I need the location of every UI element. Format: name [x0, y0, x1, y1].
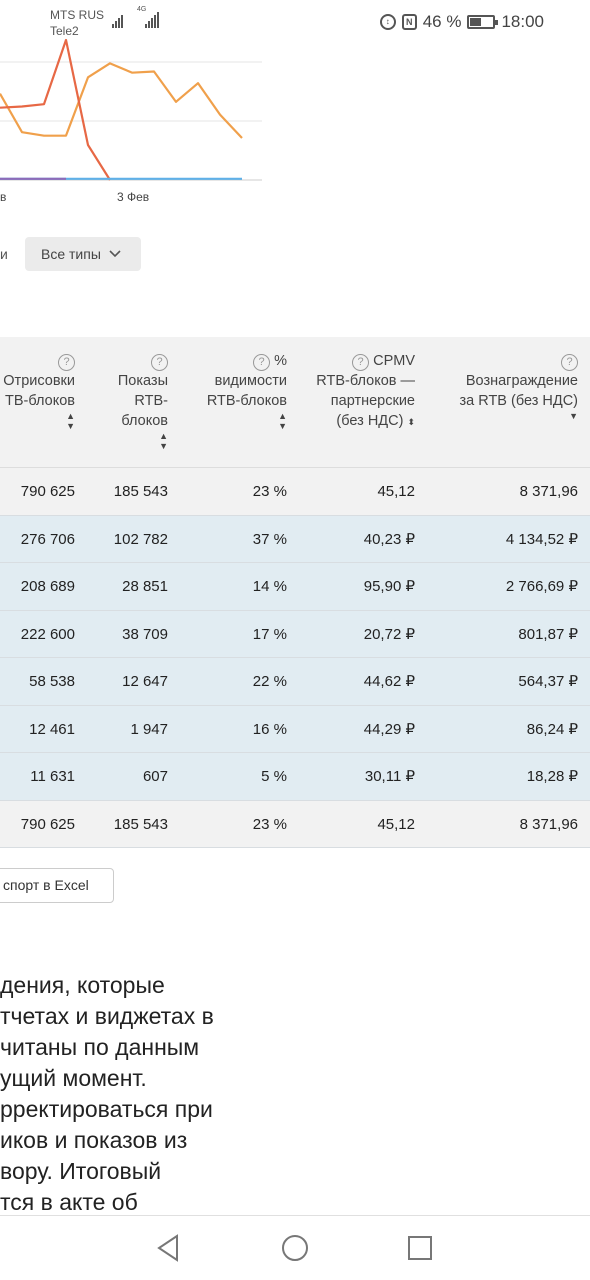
- type-filter-label: Все типы: [41, 246, 101, 262]
- cell: 102 782: [113, 530, 168, 548]
- cell: 95,90 ₽: [363, 578, 415, 595]
- table-row[interactable]: 222 600 38 709 17 % 20,72 ₽ 801,87 ₽: [0, 610, 590, 658]
- status-right: ↕ N 46 % 18:00: [379, 12, 544, 32]
- cell: 222 600: [20, 625, 75, 643]
- signal-4g-icon: 4G: [137, 6, 160, 28]
- help-icon[interactable]: ?: [561, 354, 578, 371]
- cell: 23 %: [252, 483, 287, 500]
- data-saver-icon: ↕: [379, 14, 396, 30]
- type-filter-dropdown[interactable]: Все типы: [25, 237, 141, 271]
- filter-label-partial: и: [0, 246, 8, 262]
- cell: 8 371,96: [519, 815, 578, 833]
- back-icon[interactable]: [155, 1234, 181, 1262]
- system-navbar: [0, 1215, 590, 1280]
- cell: 30,11 ₽: [364, 768, 415, 785]
- cell: 801,87 ₽: [518, 625, 578, 643]
- cell: 607: [142, 768, 168, 785]
- cell: 23 %: [252, 815, 287, 833]
- col-header-visibility[interactable]: ? % видимости RTB-блоков ▲ ▼: [206, 353, 287, 431]
- cell: 38 709: [122, 625, 168, 643]
- cell: 208 689: [20, 578, 75, 595]
- series-line-0: [0, 62, 243, 139]
- cell: 58 538: [29, 673, 75, 690]
- cell: 1 947: [130, 720, 168, 738]
- info-paragraph: дения, которые тчетах и виджетах в читан…: [0, 972, 214, 1215]
- sort-desc-icon[interactable]: ▼: [569, 411, 578, 421]
- help-icon[interactable]: ?: [253, 354, 271, 371]
- cell: 185 543: [113, 483, 168, 500]
- sort-icon[interactable]: ▲ ▼: [66, 411, 75, 431]
- table-row[interactable]: 12 461 1 947 16 % 44,29 ₽ 86,24 ₽: [0, 705, 590, 753]
- cell: 8 371,96: [519, 483, 578, 500]
- sort-icon[interactable]: ⬍: [407, 417, 415, 427]
- table-row-total-top: 790 625 185 543 23 % 45,12 8 371,96: [0, 468, 590, 516]
- carrier-2: Tele2: [50, 24, 79, 38]
- table-row[interactable]: 276 706 102 782 37 % 40,23 ₽ 4 134,52 ₽: [0, 515, 590, 563]
- cell: 28 851: [122, 578, 168, 595]
- cell: 5 %: [261, 768, 287, 785]
- battery-fill: [470, 18, 481, 26]
- cell: 17 %: [252, 625, 287, 643]
- table-header: ? Отрисовки TB-блоков ▲ ▼ ? Показы RTB- б…: [0, 337, 590, 468]
- cell: 12 647: [122, 673, 168, 690]
- cell: 44,62 ₽: [363, 673, 415, 690]
- cell: 4 134,52 ₽: [505, 530, 578, 548]
- cell: 564,37 ₽: [518, 673, 578, 690]
- help-icon[interactable]: ?: [352, 354, 370, 371]
- recents-icon[interactable]: [407, 1234, 433, 1262]
- status-bar: MTS RUS Tele2 4G ↕ N 46 % 18:00: [0, 0, 590, 44]
- help-icon[interactable]: ?: [151, 354, 168, 371]
- sort-icon[interactable]: ▲ ▼: [159, 431, 168, 451]
- table-row[interactable]: 11 631 607 5 % 30,11 ₽ 18,28 ₽: [0, 753, 590, 801]
- cell: 40,23 ₽: [363, 530, 415, 548]
- cell: 790 625: [20, 483, 75, 500]
- cell: 20,72 ₽: [363, 625, 415, 643]
- signal-icon: [112, 10, 124, 28]
- cell: 11 631: [30, 768, 75, 785]
- x-tick-date: 3 Фев: [117, 190, 150, 204]
- x-tick-left: в: [0, 190, 7, 204]
- cell: 44,29 ₽: [363, 720, 415, 738]
- chevron-down-icon: [109, 250, 121, 258]
- cell: 45,12: [377, 483, 415, 500]
- battery-icon: [467, 15, 499, 29]
- network-type: 4G: [137, 6, 147, 13]
- col-header-impressions[interactable]: ? Показы RTB- блоков ▲ ▼: [117, 354, 168, 451]
- cell: 276 706: [20, 530, 75, 548]
- cell: 185 543: [113, 815, 168, 833]
- line-chart: [0, 38, 262, 181]
- help-icon[interactable]: ?: [58, 354, 75, 371]
- nfc-icon: N: [401, 14, 417, 30]
- cell: 18,28 ₽: [526, 768, 578, 785]
- cell: 45,12: [377, 815, 415, 833]
- battery-percent: 46 %: [422, 12, 462, 31]
- cell: 12 461: [29, 720, 75, 738]
- home-icon[interactable]: [281, 1234, 309, 1262]
- cell: 16 %: [252, 720, 287, 738]
- cell: 14 %: [252, 578, 287, 595]
- carrier-1: MTS RUS: [50, 8, 104, 22]
- export-excel-button[interactable]: спорт в Excel: [0, 868, 114, 903]
- table-row-total-bottom: 790 625 185 543 23 % 45,12 8 371,96: [0, 800, 590, 848]
- sort-icon[interactable]: ▲ ▼: [278, 411, 287, 431]
- col-header-cpmv[interactable]: ? CPMV RTB-блоков — партнерские (без НДС…: [316, 353, 415, 429]
- cell: 37 %: [252, 530, 287, 548]
- cell: 86,24 ₽: [526, 720, 578, 738]
- cell: 2 766,69 ₽: [505, 578, 578, 595]
- cell: 22 %: [252, 673, 287, 690]
- carrier-info: MTS RUS Tele2: [50, 7, 104, 39]
- cell: 790 625: [20, 815, 75, 833]
- stats-table: ? Отрисовки TB-блоков ▲ ▼ ? Показы RTB- б…: [0, 337, 590, 848]
- table-row[interactable]: 58 538 12 647 22 % 44,62 ₽ 564,37 ₽: [0, 658, 590, 706]
- clock: 18:00: [501, 12, 544, 31]
- series-line-1: [0, 38, 111, 181]
- table-row[interactable]: 208 689 28 851 14 % 95,90 ₽ 2 766,69 ₽: [0, 563, 590, 611]
- col-header-reward[interactable]: ? Вознаграждение за RTB (без НДС) ▼: [459, 354, 578, 421]
- col-header-renders[interactable]: ? Отрисовки TB-блоков ▲ ▼: [3, 354, 75, 431]
